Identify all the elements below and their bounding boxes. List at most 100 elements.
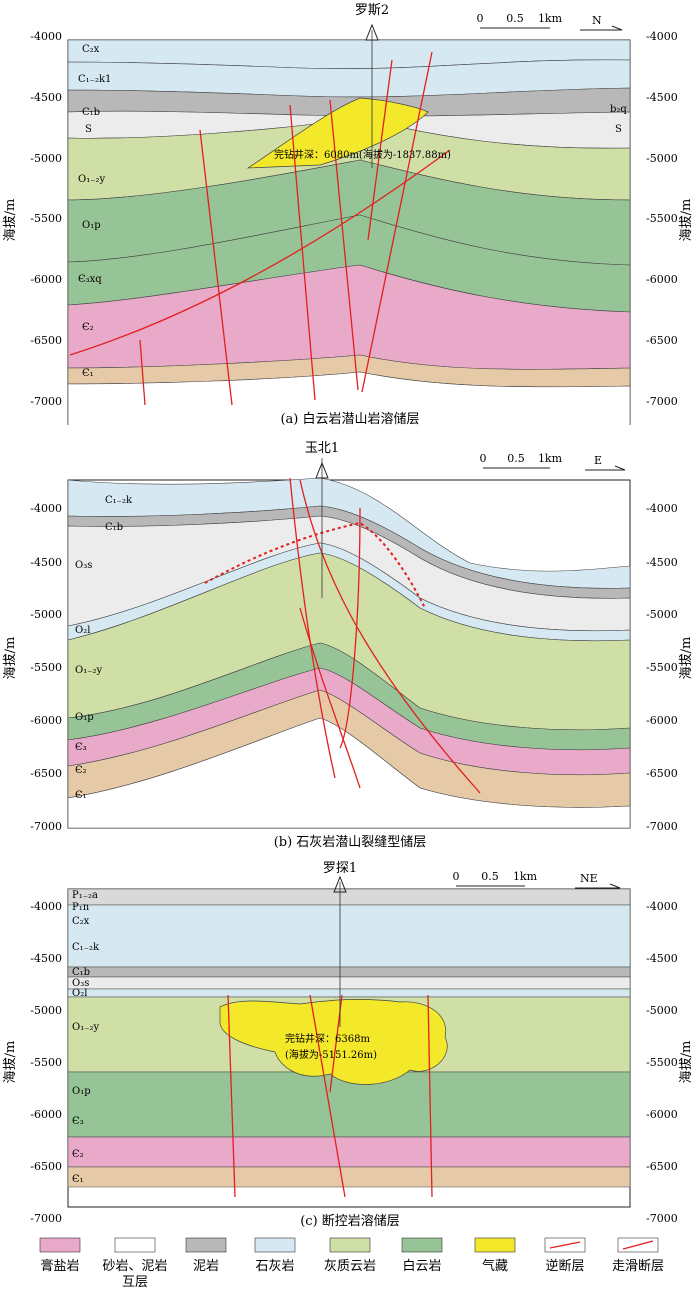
legend-label: 石灰岩 xyxy=(255,1259,294,1274)
tick-a-r4: -6000 xyxy=(646,273,678,286)
unit-label: C₁₋₂k xyxy=(72,942,100,953)
layer-c-o2l xyxy=(67,988,631,998)
tick-b-l5: -6500 xyxy=(30,767,62,780)
dolomite-swatch xyxy=(401,1237,443,1253)
gas-reservoir-c xyxy=(219,999,448,1085)
tick-c-l4: -6000 xyxy=(30,1108,62,1121)
tick-c-l6: -7000 xyxy=(30,1212,62,1225)
tick-a-l0: -4000 xyxy=(30,30,62,43)
unit-label: O₁p xyxy=(75,712,94,723)
layer-c-p xyxy=(67,888,631,906)
gas-swatch xyxy=(474,1237,516,1253)
legend-label: 逆断层 xyxy=(545,1258,584,1274)
layer-c-o3s xyxy=(67,976,631,990)
unit-label: O₃s xyxy=(72,978,89,989)
unit-label: Є₃ xyxy=(75,742,87,753)
y-axis-label-a: 海拔/m xyxy=(3,199,18,242)
unit-label: C₁₋₂k1 xyxy=(78,74,111,85)
layer-c-e2 xyxy=(67,1136,631,1168)
legend-label: 泥岩 xyxy=(193,1259,219,1274)
well-c-note-1: 完钻井深：6368m xyxy=(285,1032,370,1045)
tick-b-r2: -5000 xyxy=(646,608,678,621)
fault-c-2 xyxy=(309,994,346,1198)
tick-b-r6: -7000 xyxy=(646,820,678,833)
legend-label: 白云岩 xyxy=(402,1258,441,1274)
tick-b-r1: -4500 xyxy=(646,556,678,569)
unit-label: O₁p xyxy=(82,220,101,231)
unit-label: b₂q xyxy=(610,104,627,115)
north-arrow-icon xyxy=(580,25,623,31)
unit-label: Є₁ xyxy=(82,368,94,379)
tick-c-l1: -4500 xyxy=(30,952,62,965)
unit-label: P₁n xyxy=(72,902,90,913)
unit-label: O₂l xyxy=(72,988,87,999)
scale-mid: 0.5 xyxy=(507,452,525,465)
tick-a-r5: -6500 xyxy=(646,334,678,347)
tick-c-l0: -4000 xyxy=(30,900,62,913)
legend-label: 互层 xyxy=(122,1275,148,1290)
caption-c: (c) 断控岩溶储层 xyxy=(300,1214,400,1227)
scale-zero: 0 xyxy=(453,870,460,883)
unit-label: O₂l xyxy=(75,625,90,636)
reverse-fault-icon xyxy=(549,1241,581,1249)
panel-b: 玉北1 C₁₋₂k C₁b O₃s O₂l O₁₋₂y O₁p Є₃ Є₂ Є₁… xyxy=(0,428,700,850)
tick-c-r1: -4500 xyxy=(646,952,678,965)
fault-a-3 xyxy=(329,99,359,391)
legend-label: 气藏 xyxy=(482,1258,508,1274)
fault-b-4 xyxy=(339,507,361,749)
tick-b-l4: -6000 xyxy=(30,714,62,727)
layer-c-c1b xyxy=(67,966,631,978)
layer-b-base xyxy=(67,717,631,829)
unit-label: Є₂ xyxy=(72,1149,84,1160)
tick-a-l1: -4500 xyxy=(30,91,62,104)
gas-reservoir-a xyxy=(246,97,429,169)
scale-mid: 0.5 xyxy=(481,870,499,883)
fault-b-1 xyxy=(289,477,336,779)
tick-a-r6: -7000 xyxy=(646,395,678,408)
scale-km: 1km xyxy=(513,870,538,883)
well-a-name: 罗斯2 xyxy=(355,3,389,18)
legend-label: 砂岩、泥岩 xyxy=(102,1259,167,1274)
tick-b-l0: -4000 xyxy=(30,502,62,515)
tick-b-l1: -4500 xyxy=(30,556,62,569)
layer-c-e1 xyxy=(67,1166,631,1188)
tick-a-r0: -4000 xyxy=(646,30,678,43)
layer-c-c xyxy=(67,904,631,968)
strike-slip-fault-icon xyxy=(622,1240,654,1250)
unit-label: Є₁ xyxy=(72,1174,84,1185)
tick-b-l3: -5500 xyxy=(30,661,62,674)
tick-a-l2: -5000 xyxy=(30,152,62,165)
cross-section-a: 罗斯2 完钻井深：6080m(海拔为-1837.88m) C₂x C₁₋₂k1 … xyxy=(3,3,694,433)
tick-a-l4: -6000 xyxy=(30,273,62,286)
scale-km: 1km xyxy=(538,452,563,465)
legend: 膏盐岩 砂岩、泥岩 互层 泥岩 石灰岩 灰质云岩 白云岩 气藏 逆断层 走滑断层 xyxy=(0,1230,700,1290)
fracture-zone-b xyxy=(204,521,426,609)
fault-a-4 xyxy=(361,51,433,393)
caption-a: (a) 白云岩潜山岩溶储层 xyxy=(280,411,419,425)
legend-label: 膏盐岩 xyxy=(40,1258,79,1274)
unit-label: C₁b xyxy=(82,107,100,118)
legend-label: 灰质云岩 xyxy=(324,1259,376,1274)
unit-label: S xyxy=(85,124,92,135)
limy-dolomite-swatch xyxy=(329,1237,371,1253)
fault-a-reverse xyxy=(69,149,451,356)
fault-a-2 xyxy=(289,104,316,401)
derrick-icon xyxy=(365,23,379,41)
scale-km: 1km xyxy=(538,12,563,25)
tick-a-r1: -4500 xyxy=(646,91,678,104)
tick-c-r5: -6500 xyxy=(646,1160,678,1173)
tick-a-r3: -5500 xyxy=(646,212,678,225)
panel-a: 罗斯2 完钻井深：6080m(海拔为-1837.88m) C₂x C₁₋₂k1 … xyxy=(0,0,700,433)
tick-c-r4: -6000 xyxy=(646,1108,678,1121)
cross-section-b: 玉北1 C₁₋₂k C₁b O₃s O₂l O₁₋₂y O₁p Є₃ Є₂ Є₁… xyxy=(3,441,694,850)
unit-label: Є₂ xyxy=(75,765,87,776)
unit-label: C₂x xyxy=(82,44,100,55)
scale-zero: 0 xyxy=(477,12,484,25)
tick-a-l6: -7000 xyxy=(30,395,62,408)
well-c-note-2: (海拔为-5151.26m) xyxy=(285,1048,377,1061)
tick-b-r5: -6500 xyxy=(646,767,678,780)
tick-c-r6: -7000 xyxy=(646,1212,678,1225)
direction-a: N xyxy=(592,14,602,27)
tick-c-r2: -5000 xyxy=(646,1004,678,1017)
fault-a-6 xyxy=(139,339,146,406)
